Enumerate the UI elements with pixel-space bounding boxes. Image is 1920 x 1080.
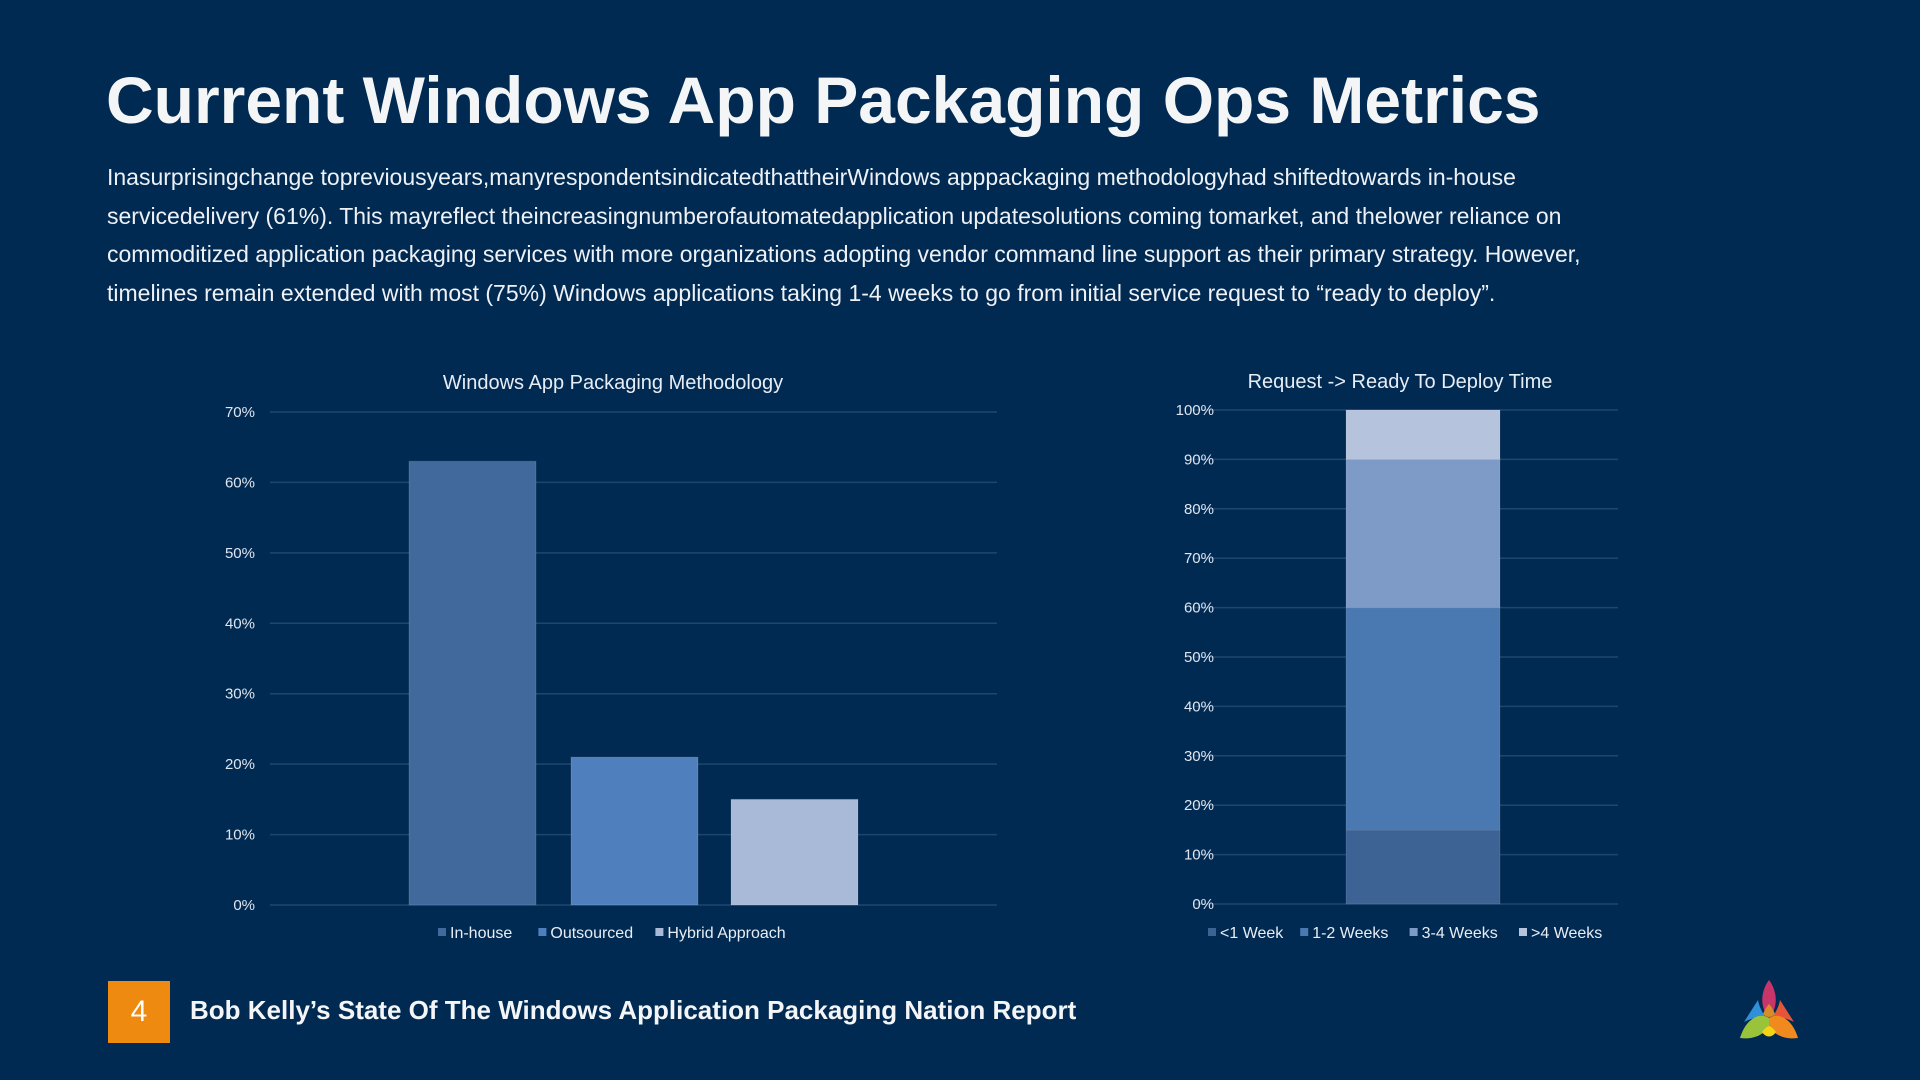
legend-label: 3-4 Weeks — [1422, 925, 1498, 942]
y-tick-label: 20% — [1184, 797, 1214, 814]
paragraph-line: commoditized application packaging servi… — [107, 241, 1581, 267]
legend-swatch — [1409, 928, 1418, 936]
legend-swatch — [438, 928, 446, 936]
stacked-segment-3-4-weeks — [1345, 458, 1501, 609]
stacked-segment--4-weeks — [1345, 409, 1501, 460]
y-tick-label: 40% — [1184, 698, 1214, 715]
y-tick-label: 50% — [225, 545, 255, 562]
legend-label: In-house — [450, 925, 512, 942]
paragraph-line: timelines remain extended with most (75%… — [107, 279, 1496, 306]
legend-label: <1 Week — [1220, 925, 1284, 942]
legend-label: Hybrid Approach — [667, 925, 785, 942]
legend-swatch — [1208, 928, 1216, 936]
y-tick-label: 10% — [225, 827, 255, 844]
page-number: 4 — [130, 995, 148, 1028]
stacked-segment--1-week — [1345, 829, 1501, 905]
slide-title: Current Windows App Packaging Ops Metric… — [106, 63, 1541, 137]
legend-label: >4 Weeks — [1531, 925, 1602, 942]
legend-swatch — [538, 928, 547, 936]
y-tick-label: 60% — [225, 474, 255, 491]
triquetra-logo-icon — [1740, 980, 1798, 1039]
legend-swatch — [655, 928, 664, 936]
chart-title: Request -> Ready To Deploy Time — [1248, 371, 1553, 393]
stacked-segment-1-2-weeks — [1345, 607, 1501, 831]
bar-outsourced — [570, 756, 699, 906]
legend-label: Outsourced — [550, 925, 633, 942]
y-tick-label: 60% — [1184, 600, 1214, 617]
y-tick-label: 70% — [1184, 550, 1214, 567]
y-tick-label: 50% — [1184, 649, 1214, 666]
legend-label: 1-2 Weeks — [1312, 925, 1388, 942]
legend-swatch — [1300, 928, 1309, 936]
bar-hybrid-approach — [730, 798, 859, 906]
y-tick-label: 40% — [225, 615, 255, 632]
y-tick-label: 80% — [1184, 501, 1214, 518]
paragraph-line: Inasurprisingchange topreviousyears,many… — [107, 164, 1516, 190]
chart-title: Windows App Packaging Methodology — [443, 372, 783, 394]
page-number-badge: 4 — [108, 981, 170, 1043]
y-tick-label: 20% — [225, 756, 255, 773]
y-tick-label: 70% — [225, 404, 255, 421]
y-tick-label: 90% — [1184, 451, 1214, 468]
y-tick-label: 30% — [1184, 748, 1214, 765]
paragraph-line: servicedelivery (61%). This mayreflect t… — [107, 202, 1562, 229]
y-tick-label: 30% — [225, 686, 255, 703]
legend-swatch — [1519, 928, 1527, 936]
y-tick-label: 0% — [1192, 896, 1214, 913]
y-tick-label: 10% — [1184, 847, 1214, 864]
y-tick-label: 0% — [233, 897, 255, 914]
intro-paragraph: Inasurprisingchange topreviousyears,many… — [107, 158, 1827, 312]
footer-report-title: Bob Kelly’s State Of The Windows Applica… — [190, 995, 1077, 1025]
y-tick-label: 100% — [1176, 402, 1214, 419]
bar-in-house — [408, 460, 537, 906]
